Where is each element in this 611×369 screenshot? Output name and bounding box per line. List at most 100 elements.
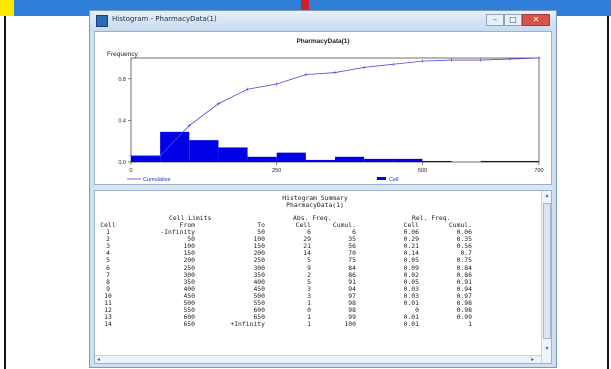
red-banner-mark — [301, 0, 309, 16]
row-abs-cumul: 91 — [348, 277, 356, 286]
row-from: 250 — [183, 263, 195, 272]
row-cell: 7 — [106, 270, 110, 279]
histogram-bar — [335, 156, 365, 162]
row-from: 600 — [183, 313, 195, 322]
row-abs-cumul: 6 — [352, 228, 356, 236]
row-abs-cumul: 86 — [348, 270, 356, 279]
histogram-bar — [393, 158, 423, 162]
histogram-bar — [131, 155, 161, 162]
y-axis-label: Frequency — [107, 51, 138, 58]
row-to: 200 — [253, 249, 265, 258]
histogram-chart: PharmacyData(1) Frequency 0.0 0.4 0.8 0 250 5… — [94, 31, 552, 185]
row-rel-cumul: 0.97 — [456, 291, 472, 300]
row-rel-cumul: 0.98 — [456, 299, 472, 307]
row-rel-cumul: 0.99 — [456, 313, 472, 322]
row-rel-cumul: 0.7 — [460, 249, 472, 258]
row-rel-freq: 0.01 — [403, 299, 419, 307]
row-abs-cumul: 97 — [348, 291, 356, 300]
row-abs-freq: 6 — [307, 228, 311, 236]
header-cell-limits: Cell Limits — [169, 214, 212, 222]
app-icon — [96, 15, 108, 27]
x-tick-label: 500 — [418, 168, 427, 174]
row-abs-freq: 1 — [307, 320, 311, 329]
row-rel-freq: 0.05 — [403, 277, 419, 286]
cumulative-point — [391, 62, 395, 66]
y-tick-label: 0.0 — [118, 160, 126, 166]
row-cell: 6 — [106, 263, 110, 272]
row-rel-cumul: 0.84 — [456, 263, 472, 272]
minimize-button[interactable]: – — [486, 14, 504, 26]
scroll-up-arrow-icon[interactable]: ▴ — [545, 192, 549, 199]
col-header-to: To — [257, 221, 265, 229]
vertical-scroll-thumb[interactable] — [543, 203, 551, 339]
row-rel-freq: 0.06 — [403, 228, 419, 236]
chart-title: PharmacyData(1) — [296, 38, 349, 45]
summary-subtitle: PharmacyData(1) — [286, 201, 344, 209]
row-to: 50 — [257, 228, 265, 236]
row-from: -Infinity — [160, 228, 195, 236]
row-abs-cumul: 98 — [348, 299, 356, 307]
row-to: +Infinity — [230, 320, 265, 329]
legend-cell-swatch — [377, 177, 386, 180]
row-cell: 8 — [106, 277, 110, 286]
maximize-button[interactable]: □ — [504, 14, 522, 26]
row-rel-cumul: 1 — [468, 320, 472, 329]
row-abs-freq: 5 — [307, 277, 311, 286]
row-from: 350 — [183, 277, 195, 286]
row-abs-freq: 5 — [307, 256, 311, 265]
legend-cumulative-label: Cumulative — [143, 177, 171, 183]
scroll-down-arrow-icon[interactable]: ▾ — [545, 345, 549, 352]
row-to: 650 — [253, 313, 265, 322]
cumulative-point — [275, 82, 279, 86]
row-to: 600 — [253, 306, 265, 315]
row-cell: 13 — [104, 313, 112, 322]
cumulative-point — [333, 70, 337, 75]
window-titlebar[interactable]: Histogram - PharmacyData(1) – □ ✕ — [90, 11, 556, 31]
row-from: 550 — [183, 306, 195, 315]
col-header-rel-cell: Cell — [403, 221, 419, 229]
row-from: 450 — [183, 291, 195, 300]
row-from: 500 — [183, 299, 195, 307]
row-abs-cumul: 98 — [348, 306, 356, 315]
row-abs-cumul: 35 — [348, 235, 356, 244]
row-abs-freq: 14 — [303, 249, 311, 258]
histogram-window: Histogram - PharmacyData(1) – □ ✕ Pharma… — [89, 10, 557, 368]
row-cell: 12 — [104, 306, 112, 315]
row-rel-cumul: 0.98 — [456, 306, 472, 315]
close-button[interactable]: ✕ — [522, 14, 550, 26]
x-tick-label: 0 — [129, 168, 132, 174]
y-tick-label: 0.8 — [118, 77, 126, 83]
row-cell: 4 — [106, 249, 110, 258]
col-header-abs-cell: Cell — [295, 221, 311, 229]
legend: Cumulative Cell — [127, 177, 398, 183]
histogram-bar — [247, 156, 277, 162]
row-cell: 10 — [104, 291, 112, 300]
cumulative-point — [420, 59, 425, 63]
row-to: 400 — [253, 277, 265, 286]
row-from: 100 — [183, 242, 195, 251]
scroll-right-arrow-icon[interactable]: ▸ — [531, 356, 535, 363]
row-to: 150 — [253, 242, 265, 251]
histogram-bar — [160, 131, 190, 162]
row-to: 550 — [253, 299, 265, 307]
histogram-bar — [364, 158, 394, 162]
row-abs-cumul: 94 — [348, 284, 356, 293]
row-rel-cumul: 0.75 — [456, 256, 472, 265]
row-abs-freq: 1 — [307, 313, 311, 322]
histogram-bar — [509, 160, 539, 162]
histogram-bar — [305, 159, 335, 162]
row-cell: 2 — [106, 235, 110, 244]
row-rel-cumul: 0.56 — [456, 242, 472, 251]
header-abs-freq: Abs. Freq. — [293, 214, 332, 222]
vertical-scrollbar[interactable]: ▴ ▾ — [541, 191, 551, 363]
col-header-rel-cumul: Cumul. — [448, 221, 472, 229]
pane-splitter[interactable] — [94, 185, 552, 190]
scroll-left-arrow-icon[interactable]: ◂ — [97, 356, 101, 363]
row-rel-cumul: 0.06 — [456, 228, 472, 236]
row-from: 400 — [183, 284, 195, 293]
cumulative-point — [304, 73, 308, 77]
row-rel-freq: 0.05 — [403, 256, 419, 265]
left-border-line — [4, 16, 6, 369]
row-cell: 14 — [104, 320, 112, 329]
horizontal-scrollbar[interactable]: ◂ ▸ — [95, 355, 541, 363]
